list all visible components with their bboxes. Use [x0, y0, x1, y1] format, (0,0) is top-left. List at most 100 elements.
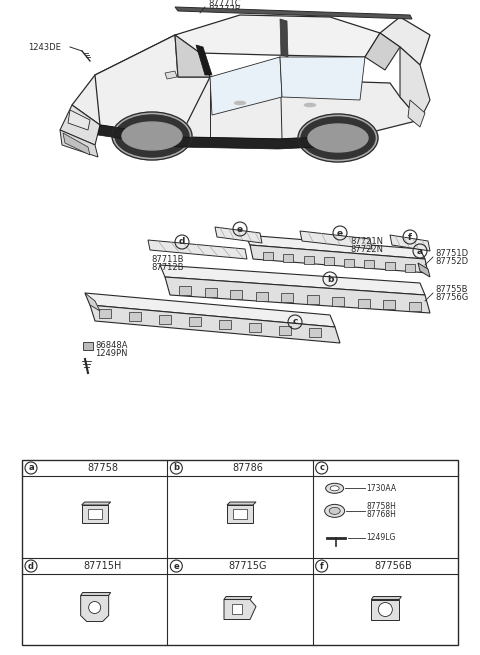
Text: 87722N: 87722N — [350, 244, 383, 253]
Polygon shape — [204, 288, 216, 297]
Text: 1249PN: 1249PN — [95, 348, 128, 358]
Ellipse shape — [112, 112, 192, 160]
Polygon shape — [95, 35, 210, 137]
Text: 87758: 87758 — [87, 463, 118, 473]
Text: 87715H: 87715H — [84, 561, 122, 571]
Polygon shape — [72, 35, 420, 139]
Text: a: a — [28, 464, 34, 472]
Polygon shape — [165, 277, 430, 313]
Polygon shape — [380, 17, 430, 65]
Text: b: b — [173, 464, 180, 472]
Polygon shape — [372, 599, 399, 620]
Polygon shape — [364, 261, 374, 269]
Bar — [88, 509, 102, 519]
Polygon shape — [85, 293, 335, 327]
Text: 87768H: 87768H — [367, 510, 396, 519]
Polygon shape — [81, 593, 111, 595]
Text: 87712B: 87712B — [152, 263, 184, 272]
Polygon shape — [210, 57, 282, 115]
Text: 87751D: 87751D — [435, 248, 468, 257]
Text: e: e — [337, 229, 343, 238]
Polygon shape — [418, 263, 430, 277]
Polygon shape — [250, 245, 428, 273]
Bar — [233, 509, 247, 519]
Polygon shape — [219, 320, 231, 329]
Text: d: d — [179, 238, 185, 246]
Polygon shape — [82, 502, 111, 505]
Polygon shape — [384, 301, 396, 309]
Ellipse shape — [234, 101, 246, 105]
Polygon shape — [283, 254, 293, 262]
Polygon shape — [390, 235, 430, 251]
Polygon shape — [281, 293, 293, 303]
Polygon shape — [196, 45, 212, 75]
Text: f: f — [408, 233, 412, 242]
Text: 87756B: 87756B — [374, 561, 412, 571]
Ellipse shape — [301, 117, 375, 159]
Polygon shape — [159, 315, 171, 324]
Polygon shape — [405, 264, 415, 272]
Bar — [232, 603, 242, 614]
Ellipse shape — [324, 504, 345, 517]
Polygon shape — [224, 599, 256, 620]
Polygon shape — [98, 125, 362, 149]
Text: f: f — [320, 561, 324, 571]
Polygon shape — [179, 286, 191, 295]
Polygon shape — [372, 597, 401, 599]
Polygon shape — [148, 240, 247, 259]
Polygon shape — [99, 309, 111, 318]
Text: e: e — [237, 225, 243, 233]
Ellipse shape — [330, 486, 339, 491]
Text: 1243DE: 1243DE — [28, 43, 61, 52]
Polygon shape — [249, 323, 261, 332]
Polygon shape — [175, 7, 412, 19]
Polygon shape — [175, 15, 380, 57]
Text: a: a — [417, 246, 423, 255]
Circle shape — [89, 601, 101, 614]
Ellipse shape — [298, 114, 378, 162]
Polygon shape — [307, 295, 319, 304]
Text: 87721N: 87721N — [350, 236, 383, 246]
Polygon shape — [256, 291, 268, 301]
Polygon shape — [400, 47, 430, 120]
Polygon shape — [189, 318, 201, 326]
Text: 87756G: 87756G — [435, 293, 468, 301]
Polygon shape — [344, 259, 354, 267]
Ellipse shape — [122, 122, 182, 150]
Polygon shape — [81, 595, 108, 622]
Text: 87786: 87786 — [233, 463, 264, 473]
Polygon shape — [175, 35, 210, 77]
Ellipse shape — [304, 103, 316, 107]
Polygon shape — [85, 293, 100, 311]
Polygon shape — [303, 255, 313, 263]
Polygon shape — [83, 342, 93, 350]
Polygon shape — [300, 231, 372, 249]
Polygon shape — [165, 71, 177, 79]
Polygon shape — [227, 505, 253, 523]
Ellipse shape — [329, 508, 340, 514]
Polygon shape — [60, 105, 100, 145]
Polygon shape — [309, 328, 321, 337]
Polygon shape — [384, 262, 395, 270]
Text: 87758H: 87758H — [367, 502, 396, 512]
Polygon shape — [82, 505, 108, 523]
Ellipse shape — [308, 124, 368, 152]
Polygon shape — [68, 110, 90, 130]
Text: 87715G: 87715G — [229, 561, 267, 571]
Polygon shape — [280, 57, 365, 100]
Text: 87772B: 87772B — [208, 5, 240, 14]
Text: 87711B: 87711B — [152, 255, 184, 265]
Polygon shape — [230, 290, 242, 299]
Polygon shape — [215, 227, 262, 243]
Polygon shape — [224, 597, 252, 599]
Polygon shape — [332, 297, 344, 306]
Ellipse shape — [325, 483, 344, 493]
Polygon shape — [365, 33, 400, 70]
Polygon shape — [60, 130, 98, 157]
Text: e: e — [173, 561, 179, 571]
Text: 1730AA: 1730AA — [367, 484, 397, 493]
Polygon shape — [129, 312, 141, 321]
Text: 87755B: 87755B — [435, 284, 468, 293]
Text: c: c — [319, 464, 324, 472]
Text: 87771C: 87771C — [208, 0, 240, 9]
